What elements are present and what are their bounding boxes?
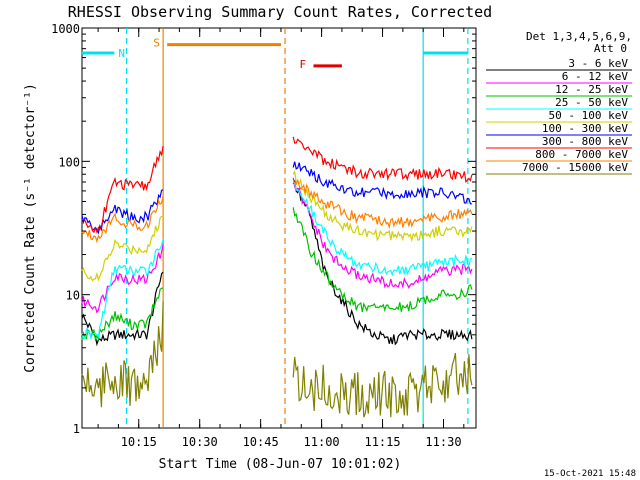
series-line-7000-15000-part-1 (81, 301, 164, 408)
y-tick-label-1000: 1000 (51, 22, 80, 36)
state-bar-label-n: N (118, 47, 125, 60)
y-tick-label-100: 100 (58, 155, 80, 169)
x-tick-label-1100: 11:00 (304, 435, 340, 449)
series-line-50-100-part-1 (81, 215, 164, 282)
series-line-100-300-part-2 (292, 161, 472, 205)
y-tick-label-10: 10 (66, 289, 80, 303)
legend-header-line-1: Det 1,3,4,5,6,9, (526, 30, 632, 43)
legend-entry-800-7000: 800 - 7000 keV (535, 148, 628, 161)
legend-entry-50-100: 50 - 100 keV (549, 109, 629, 122)
series-line-25-50-part-2 (292, 181, 473, 277)
series-line-3-6-part-2 (292, 179, 473, 346)
series-line-12-25-part-2 (292, 207, 473, 313)
state-bars: N S F (81, 37, 468, 71)
x-tick-label-1015: 10:15 (121, 435, 157, 449)
x-tick-label-1130: 11:30 (425, 435, 461, 449)
legend-entry-300-800: 300 - 800 keV (542, 135, 628, 148)
chart-title: RHESSI Observing Summary Count Rates, Co… (68, 3, 492, 21)
legend-entry-12-25: 12 - 25 keV (555, 83, 628, 96)
axes: 1 10 100 1000 10:15 10:30 10:45 11:00 11:15 11:30 (51, 22, 476, 449)
y-axis-label: Corrected Count Rate (s⁻¹ detector⁻¹) (23, 83, 38, 373)
state-bar-label-f: F (299, 58, 306, 71)
state-bar-label-s: S (153, 37, 160, 50)
legend-entry-3-6: 3 - 6 keV (568, 57, 628, 70)
legend-header-line-2: Att 0 (594, 42, 627, 55)
series-line-300-800-part-2 (292, 136, 473, 183)
x-tick-label-1030: 10:30 (182, 435, 218, 449)
series-line-6-12-part-2 (292, 177, 473, 289)
footer-timestamp: 15-Oct-2021 15:48 (544, 469, 636, 479)
legend-entry-6-12: 6 - 12 keV (562, 70, 629, 83)
series-lines (81, 136, 473, 418)
x-tick-label-1045: 10:45 (243, 435, 279, 449)
series-line-7000-15000-part-2 (292, 352, 473, 418)
series-line-12-25-part-1 (81, 287, 164, 342)
x-axis-label: Start Time (08-Jun-07 10:01:02) (159, 457, 402, 472)
series-line-800-7000-part-1 (81, 195, 164, 244)
legend-entry-7000-15000: 7000 - 15000 keV (522, 161, 628, 174)
series-line-50-100-part-2 (292, 169, 473, 243)
plot-area (81, 27, 477, 429)
series-line-25-50-part-1 (81, 238, 164, 340)
series-line-800-7000-part-2 (292, 178, 473, 230)
y-tick-label-1: 1 (73, 422, 80, 436)
series-line-6-12-part-1 (81, 244, 164, 314)
plot-frame (81, 27, 477, 429)
series-line-300-800-part-1 (81, 145, 164, 234)
legend-entry-25-50: 25 - 50 keV (555, 96, 628, 109)
x-tick-label-1115: 11:15 (364, 435, 400, 449)
legend-entry-100-300: 100 - 300 keV (542, 122, 628, 135)
